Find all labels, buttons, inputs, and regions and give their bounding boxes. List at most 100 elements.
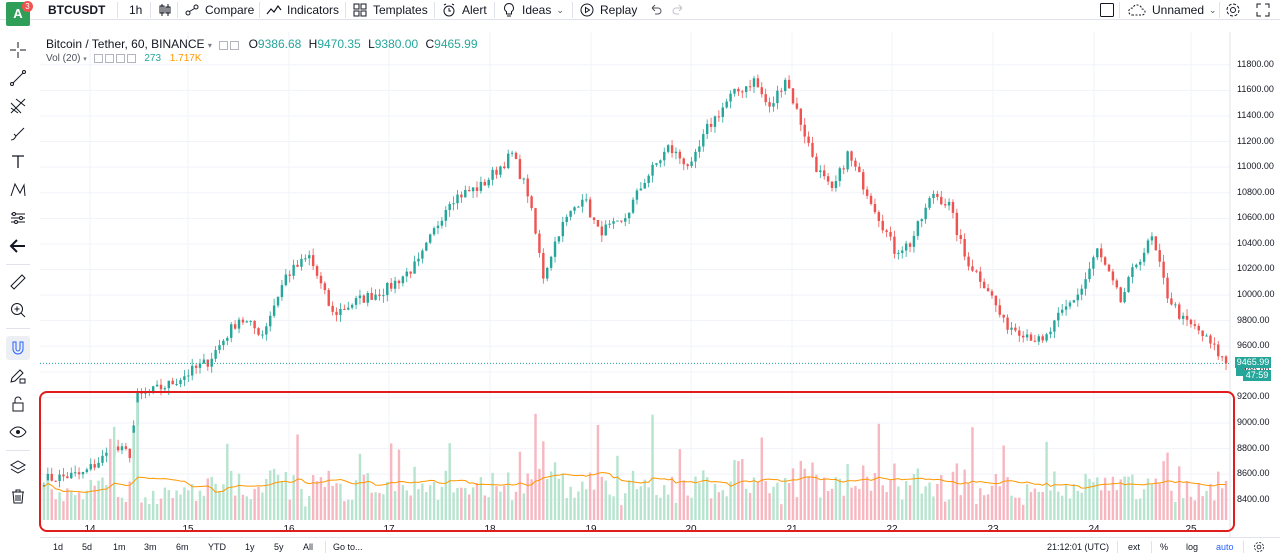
volume-bar (912, 474, 916, 520)
percent-scale-toggle[interactable]: % (1160, 542, 1169, 552)
candle-up (292, 264, 295, 276)
volume-bar (1072, 484, 1076, 520)
redo-button[interactable] (670, 0, 686, 20)
volume-bar (218, 491, 221, 520)
auto-scale-toggle[interactable]: auto (1216, 542, 1234, 552)
volume-bar (1135, 499, 1138, 520)
candle-up (1064, 306, 1068, 310)
ruler-tool[interactable] (6, 270, 30, 294)
volume-bar (339, 483, 342, 520)
range-1m-button[interactable]: 1m (113, 542, 126, 552)
extended-hours-toggle[interactable]: ext (1128, 542, 1141, 552)
back-tool[interactable] (6, 234, 30, 258)
candle-up (561, 222, 565, 237)
save-layout-button[interactable]: Unnamed ⌄ (1127, 0, 1217, 20)
layout-button[interactable] (1099, 0, 1115, 20)
candle-up (198, 363, 202, 368)
settings-button[interactable] (1225, 0, 1241, 20)
volume-bar (986, 494, 990, 520)
trend-line-tool[interactable] (6, 66, 30, 90)
fib-tool[interactable] (6, 94, 30, 118)
volume-bar (834, 477, 838, 520)
price-chart[interactable] (40, 32, 1280, 537)
candle-up (1080, 288, 1083, 295)
price-tick-label: 10800.00 (1237, 186, 1275, 197)
templates-button[interactable]: Templates (352, 0, 428, 20)
volume-bar (1053, 471, 1056, 520)
clock-label[interactable]: 21:12:01 (UTC) (1047, 542, 1110, 552)
indicators-button[interactable]: Indicators (266, 0, 339, 20)
volume-bar (97, 480, 100, 520)
volume-bar (105, 485, 108, 520)
range-5d-button[interactable]: 5d (82, 542, 93, 552)
close-icon[interactable] (115, 53, 125, 63)
lock-drawings-tool[interactable] (6, 392, 30, 416)
candle-down (1154, 236, 1158, 251)
object-tree-tool[interactable] (6, 456, 30, 480)
ideas-button[interactable]: Ideas ⌄ (501, 0, 564, 20)
candle-up (1076, 294, 1080, 301)
candle-down (858, 166, 861, 173)
divider (259, 2, 260, 18)
more-icon[interactable] (126, 53, 136, 63)
settings-icon[interactable] (1253, 541, 1265, 553)
range-6m-button[interactable]: 6m (176, 542, 189, 552)
volume-bar (573, 497, 576, 520)
log-scale-toggle[interactable]: log (1186, 542, 1199, 552)
interval-button[interactable]: 1h (129, 0, 142, 20)
replay-button[interactable]: Replay (579, 0, 637, 20)
volume-bar (713, 484, 717, 520)
magnet-tool[interactable] (6, 336, 30, 360)
volume-bar (366, 472, 369, 520)
compare-button[interactable]: Compare (184, 0, 254, 20)
range-5y-button[interactable]: 5y (274, 542, 284, 552)
candle-up (690, 161, 693, 167)
volume-bar (187, 490, 190, 520)
volume-bar (272, 468, 276, 520)
eye-icon[interactable] (219, 41, 229, 51)
remove-drawings-tool[interactable] (6, 484, 30, 508)
symbol-search-button[interactable]: BTCUSDT (48, 0, 105, 20)
candle-down (542, 253, 545, 279)
alert-button[interactable]: Alert (441, 0, 487, 20)
eye-icon[interactable] (93, 53, 103, 63)
volume-bar (389, 443, 393, 520)
candle-down (682, 158, 685, 165)
volume-bar (241, 494, 245, 520)
candle-up (897, 252, 900, 254)
range-all-button[interactable]: All (303, 542, 314, 552)
goto-date-button[interactable]: Go to... (333, 542, 363, 552)
bar-style-button[interactable] (157, 0, 173, 20)
volume-bar (331, 485, 334, 520)
crosshair-tool[interactable] (6, 38, 30, 62)
candle-up (1053, 320, 1056, 332)
settings-icon[interactable] (230, 41, 240, 51)
candle-down (748, 86, 752, 88)
range-3m-button[interactable]: 3m (144, 542, 157, 552)
pattern-tool[interactable] (6, 178, 30, 202)
volume-title[interactable]: Vol (20) (46, 53, 81, 65)
undo-button[interactable] (648, 0, 664, 20)
brush-tool[interactable] (6, 122, 30, 146)
last-price-tag: 9465.99 (1235, 357, 1271, 368)
volume-bar (869, 490, 873, 520)
volume-bar (1217, 471, 1220, 520)
text-tool[interactable] (6, 150, 30, 174)
range-ytd-button[interactable]: YTD (208, 542, 226, 552)
candle-down (1018, 330, 1021, 336)
hide-drawings-tool[interactable] (6, 420, 30, 444)
volume-bar (1006, 477, 1009, 520)
range-1y-button[interactable]: 1y (245, 542, 255, 552)
time-tick-label: 16 (283, 524, 295, 535)
settings-icon[interactable] (104, 53, 114, 63)
candle-down (327, 290, 330, 306)
prediction-tool[interactable] (6, 206, 30, 230)
symbol-title[interactable]: Bitcoin / Tether, 60, BINANCE (46, 37, 205, 51)
fullscreen-button[interactable] (1255, 0, 1271, 20)
range-1d-button[interactable]: 1d (53, 542, 64, 552)
zoom-tool[interactable] (6, 298, 30, 322)
interval-label: 1h (129, 3, 143, 17)
volume-bar (783, 477, 787, 520)
volume-bar (858, 489, 861, 520)
stay-in-draw-tool[interactable] (6, 364, 30, 388)
